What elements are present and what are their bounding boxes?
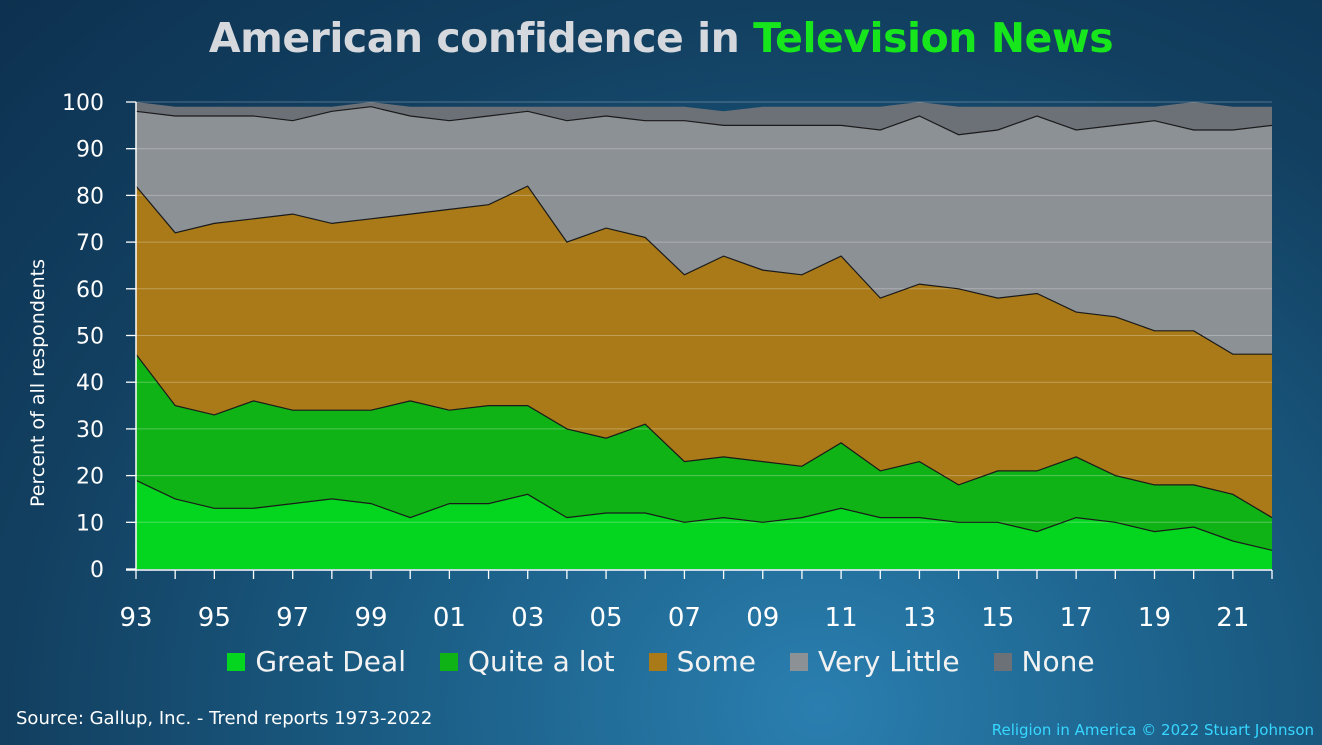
chart-axes <box>126 101 1273 579</box>
y-tick-label: 30 <box>76 418 104 443</box>
legend-item-some: Some <box>648 645 757 678</box>
x-tick-label: 03 <box>511 603 544 633</box>
x-tick-label: 07 <box>668 603 701 633</box>
y-tick-label: 90 <box>76 138 104 163</box>
x-tick-label: 13 <box>903 603 936 633</box>
x-tick-label: 19 <box>1138 603 1171 633</box>
x-tick-label: 01 <box>433 603 466 633</box>
legend-item-quite-a-lot: Quite a lot <box>439 645 615 678</box>
legend-label: None <box>1021 645 1095 678</box>
legend-label: Quite a lot <box>467 645 615 678</box>
x-tick-label: 93 <box>119 603 152 633</box>
x-tick-label: 21 <box>1216 603 1249 633</box>
x-tick-label: 99 <box>354 603 387 633</box>
line-quite-a-lot <box>135 353 1273 519</box>
line-some <box>135 185 1272 355</box>
chart-gridlines <box>136 101 1272 523</box>
area-some <box>136 186 1272 518</box>
y-tick-label: 60 <box>76 278 104 303</box>
y-tick-label: 20 <box>76 465 104 490</box>
x-tick-label: 95 <box>198 603 231 633</box>
y-tick-label: 50 <box>76 325 104 350</box>
legend-swatch <box>439 652 458 671</box>
x-tick-label: 15 <box>981 603 1014 633</box>
title-prefix: American confidence in <box>208 14 754 62</box>
legend-label: Some <box>676 645 757 678</box>
legend-swatch <box>648 652 667 671</box>
legend-swatch <box>993 652 1012 671</box>
chart-series-outlines <box>135 106 1273 551</box>
y-tick-label: 80 <box>76 184 104 209</box>
source-note: Source: Gallup, Inc. - Trend reports 197… <box>16 708 433 729</box>
area-very-little <box>136 106 1272 355</box>
legend-item-none: None <box>993 645 1095 678</box>
x-tick-label: 11 <box>825 603 858 633</box>
legend-item-very-little: Very Little <box>790 645 960 678</box>
y-tick-label: 70 <box>76 231 104 256</box>
chart-title: American confidence in Television News <box>0 14 1322 62</box>
legend-swatch <box>790 652 809 671</box>
y-tick-label: 100 <box>62 91 104 116</box>
legend-item-great-deal: Great Deal <box>227 645 406 678</box>
x-tick-label: 05 <box>590 603 623 633</box>
y-tick-label: 40 <box>76 371 104 396</box>
chart-areas <box>136 102 1272 569</box>
legend-label: Great Deal <box>255 645 406 678</box>
y-tick-label: 0 <box>90 558 104 583</box>
area-great-deal <box>136 480 1272 569</box>
line-great-deal <box>135 479 1273 551</box>
x-tick-label: 17 <box>1060 603 1093 633</box>
legend-swatch <box>227 652 246 671</box>
title-highlight: Television News <box>753 14 1114 62</box>
x-tick-label: 09 <box>746 603 779 633</box>
x-tick-labels: 93 95 97 99 01 03 05 07 09 11 13 15 17 19 21 <box>119 603 1249 633</box>
legend-label: Very Little <box>818 645 960 678</box>
chart-legend: Great Deal Quite a lot Some Very Little None <box>0 645 1322 678</box>
area-none <box>136 102 1272 135</box>
x-tick-label: 97 <box>276 603 309 633</box>
line-very-little <box>135 106 1273 136</box>
y-tick-label: 10 <box>76 511 104 536</box>
y-tick-labels: 0 10 20 30 40 50 60 70 80 90 100 <box>62 91 104 583</box>
y-axis-label: Percent of all respondents <box>27 259 49 507</box>
credit-note: Religion in America © 2022 Stuart Johnso… <box>991 721 1314 739</box>
